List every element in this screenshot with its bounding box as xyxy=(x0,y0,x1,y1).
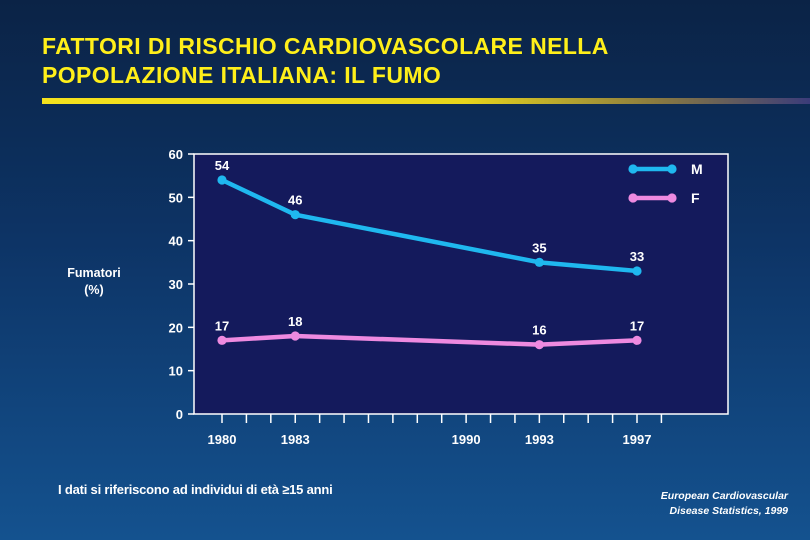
data-point-F xyxy=(290,331,300,341)
legend-marker-M xyxy=(667,164,677,174)
data-point-M xyxy=(290,210,300,220)
y-tick-label: 60 xyxy=(169,147,183,162)
y-tick-label: 10 xyxy=(169,364,183,379)
plot-area xyxy=(193,153,729,415)
title-underline xyxy=(42,98,810,104)
data-label-F: 18 xyxy=(288,314,302,329)
source-citation: European Cardiovascular Disease Statisti… xyxy=(661,489,788,519)
data-label-M: 33 xyxy=(630,249,644,264)
source-line-2: Disease Statistics, 1999 xyxy=(669,505,789,517)
y-axis-label-line-2: (%) xyxy=(84,283,104,297)
legend-marker-M xyxy=(628,164,638,174)
x-tick-label: 1980 xyxy=(208,432,237,447)
x-tick-label: 1997 xyxy=(623,432,652,447)
x-tick-label: 1990 xyxy=(452,432,481,447)
legend-marker-F xyxy=(667,193,677,203)
data-label-M: 35 xyxy=(532,240,546,255)
footnote: I dati si riferiscono ad individui di et… xyxy=(58,482,333,497)
data-label-F: 16 xyxy=(532,323,546,338)
data-label-M: 46 xyxy=(288,193,302,208)
data-point-F xyxy=(534,340,544,350)
legend-label-M: M xyxy=(691,161,703,177)
x-tick-label: 1993 xyxy=(525,432,554,447)
data-point-M xyxy=(632,266,642,276)
data-point-M xyxy=(217,175,227,185)
data-label-F: 17 xyxy=(215,318,229,333)
data-point-F xyxy=(217,335,227,345)
y-tick-label: 50 xyxy=(169,190,183,205)
chart-title-line-2: POPOLAZIONE ITALIANA: IL FUMO xyxy=(42,62,442,88)
y-axis-label-line-1: Fumatori xyxy=(67,266,121,280)
series-line-M xyxy=(221,177,638,274)
y-axis-label: Fumatori (%) xyxy=(50,265,138,299)
legend-label-F: F xyxy=(691,190,700,206)
data-label-M: 54 xyxy=(215,158,230,173)
chart-title-line-1: FATTORI DI RISCHIO CARDIOVASCOLARE NELLA xyxy=(42,33,609,59)
y-tick-label: 40 xyxy=(169,234,183,249)
data-point-M xyxy=(534,257,544,267)
y-tick-label: 0 xyxy=(176,407,183,422)
y-tick-label: 20 xyxy=(169,320,183,335)
source-line-1: European Cardiovascular xyxy=(660,490,788,502)
data-point-F xyxy=(632,335,642,345)
legend-marker-F xyxy=(628,193,638,203)
data-label-F: 17 xyxy=(630,318,644,333)
x-tick-label: 1983 xyxy=(281,432,310,447)
y-tick-label: 30 xyxy=(169,277,183,292)
series-line-F xyxy=(221,333,638,347)
chart-title: FATTORI DI RISCHIO CARDIOVASCOLARE NELLA… xyxy=(42,32,782,90)
